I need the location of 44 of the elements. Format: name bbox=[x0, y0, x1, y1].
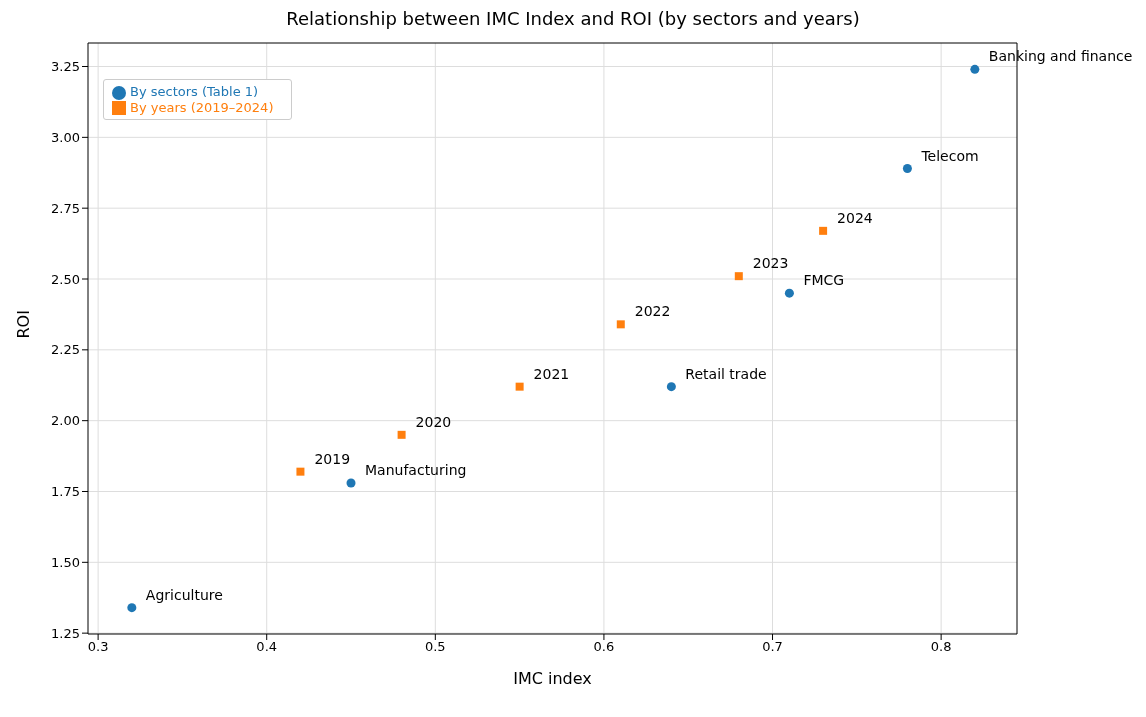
point bbox=[515, 382, 524, 391]
x-tick-label: 0.8 bbox=[930, 639, 952, 655]
chart-title: Relationship between IMC Index and ROI (by sectors and years) bbox=[285, 8, 861, 31]
annotation: Agriculture bbox=[145, 586, 223, 603]
point bbox=[397, 430, 406, 439]
point bbox=[819, 226, 828, 235]
x-tick-label: 0.4 bbox=[256, 639, 278, 655]
y-tick-label: 3.25 bbox=[51, 59, 80, 75]
y-tick-label: 2.00 bbox=[51, 413, 80, 429]
point bbox=[784, 288, 794, 298]
y-tick-label: 2.75 bbox=[51, 200, 80, 216]
annotation: 2022 bbox=[634, 303, 671, 320]
annotation: 2019 bbox=[314, 450, 351, 467]
point bbox=[970, 64, 980, 74]
x-tick-label: 0.6 bbox=[593, 639, 615, 655]
point bbox=[346, 478, 356, 488]
y-tick-label: 2.25 bbox=[51, 342, 80, 358]
y-tick-label: 1.25 bbox=[51, 625, 80, 641]
point bbox=[296, 467, 305, 476]
legend-label: By years (2019–2024) bbox=[130, 99, 274, 115]
annotation: 2021 bbox=[533, 365, 570, 382]
y-tick-label: 1.50 bbox=[51, 554, 80, 570]
y-tick-label: 1.75 bbox=[51, 484, 80, 500]
point bbox=[902, 164, 912, 174]
annotation: 2024 bbox=[837, 209, 873, 226]
annotation: 2020 bbox=[415, 413, 452, 430]
y-tick-label: 3.00 bbox=[51, 129, 80, 145]
annotation: 2023 bbox=[752, 255, 789, 272]
x-tick-label: 0.3 bbox=[87, 639, 109, 655]
annotation: Retail trade bbox=[685, 365, 767, 382]
annotation: Telecom bbox=[920, 147, 979, 164]
annotation: Manufacturing bbox=[365, 461, 467, 478]
x-tick-label: 0.7 bbox=[762, 639, 783, 655]
legend-label: By sectors (Table 1) bbox=[130, 84, 259, 99]
annotation: Banking and finance bbox=[988, 48, 1133, 65]
point bbox=[666, 382, 676, 392]
y-tick-label: 2.50 bbox=[51, 271, 80, 287]
point bbox=[127, 603, 137, 613]
y-axis-title: ROI bbox=[13, 310, 33, 339]
x-axis-title: IMC index bbox=[513, 669, 592, 688]
x-tick-label: 0.5 bbox=[424, 639, 446, 655]
annotation: FMCG bbox=[803, 272, 845, 289]
point bbox=[734, 272, 743, 281]
point bbox=[616, 320, 625, 329]
